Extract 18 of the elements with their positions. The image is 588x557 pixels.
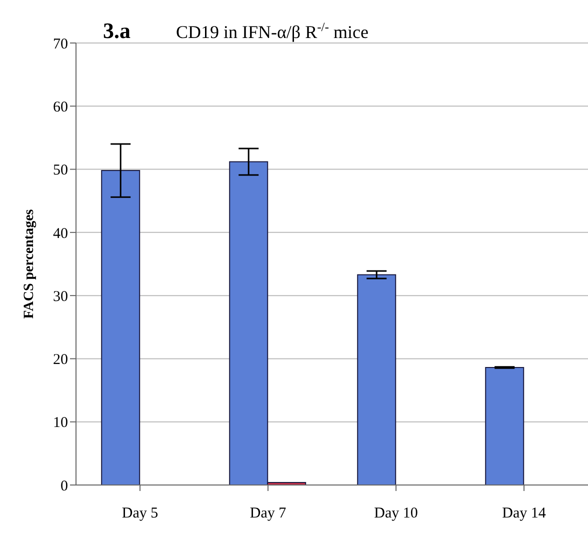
chart-subtitle: CD19 in IFN-α/β R$^{-/-}$ mice	[176, 20, 368, 42]
chart-title: 3.a	[103, 18, 130, 43]
bar	[485, 367, 524, 485]
y-tick-label: 0	[60, 478, 68, 494]
x-tick-label: Day 10	[374, 506, 418, 522]
y-tick-label: 30	[53, 288, 68, 305]
bar	[357, 274, 396, 485]
y-tick-label: 70	[53, 36, 68, 52]
y-tick-label: 40	[53, 226, 68, 242]
bar	[101, 170, 140, 485]
y-tick-label: 10	[53, 415, 68, 432]
x-tick-label: Day 7	[250, 506, 287, 522]
x-tick-label: Day 5	[122, 506, 158, 522]
y-axis-title: FACS percentages	[22, 208, 37, 319]
y-tick-label: 50	[53, 162, 68, 179]
x-tick-label: Day 14	[502, 506, 546, 522]
y-tick-label: 20	[53, 352, 68, 368]
y-tick-label: 60	[53, 99, 68, 116]
